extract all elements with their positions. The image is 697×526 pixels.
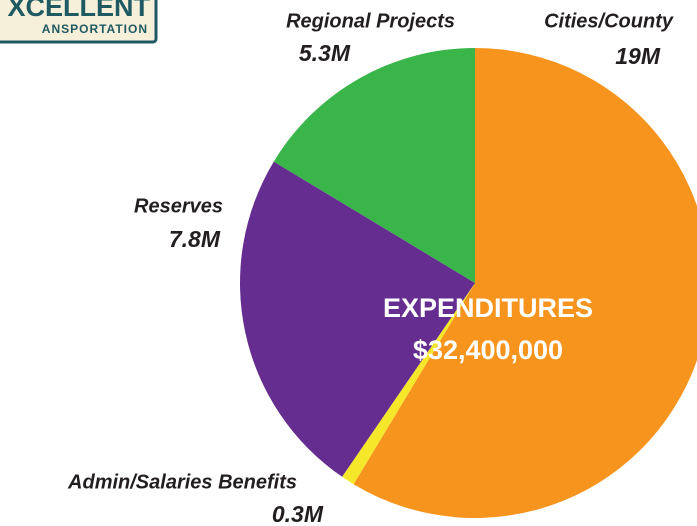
value-label: 7.8M bbox=[169, 226, 221, 252]
slice-label: Regional Projects bbox=[286, 10, 455, 32]
pie-slice bbox=[342, 283, 475, 485]
logo: XCELLENT ANSPORTATION bbox=[0, 0, 158, 44]
logo-title: XCELLENT bbox=[7, 0, 150, 22]
value-label: 0.3M bbox=[272, 501, 324, 526]
logo-box bbox=[0, 0, 158, 44]
logo-subtitle: ANSPORTATION bbox=[42, 22, 148, 36]
slice-label: Admin/Salaries Benefits bbox=[67, 471, 297, 493]
pie bbox=[240, 48, 697, 518]
value-label: 19M bbox=[615, 43, 661, 69]
pie-slice bbox=[353, 48, 697, 518]
value-label: 5.3M bbox=[299, 40, 351, 66]
pie-slice bbox=[240, 161, 475, 477]
labels: Cities/County 19M Admin/Salaries Benefits 0… bbox=[67, 10, 674, 526]
pie-slice bbox=[273, 48, 475, 283]
slice-label: Reserves bbox=[134, 195, 223, 217]
center-title: EXPENDITURES bbox=[383, 293, 593, 323]
slice-label: Cities/County bbox=[544, 10, 674, 32]
center-total: $32,400,000 bbox=[413, 335, 563, 365]
